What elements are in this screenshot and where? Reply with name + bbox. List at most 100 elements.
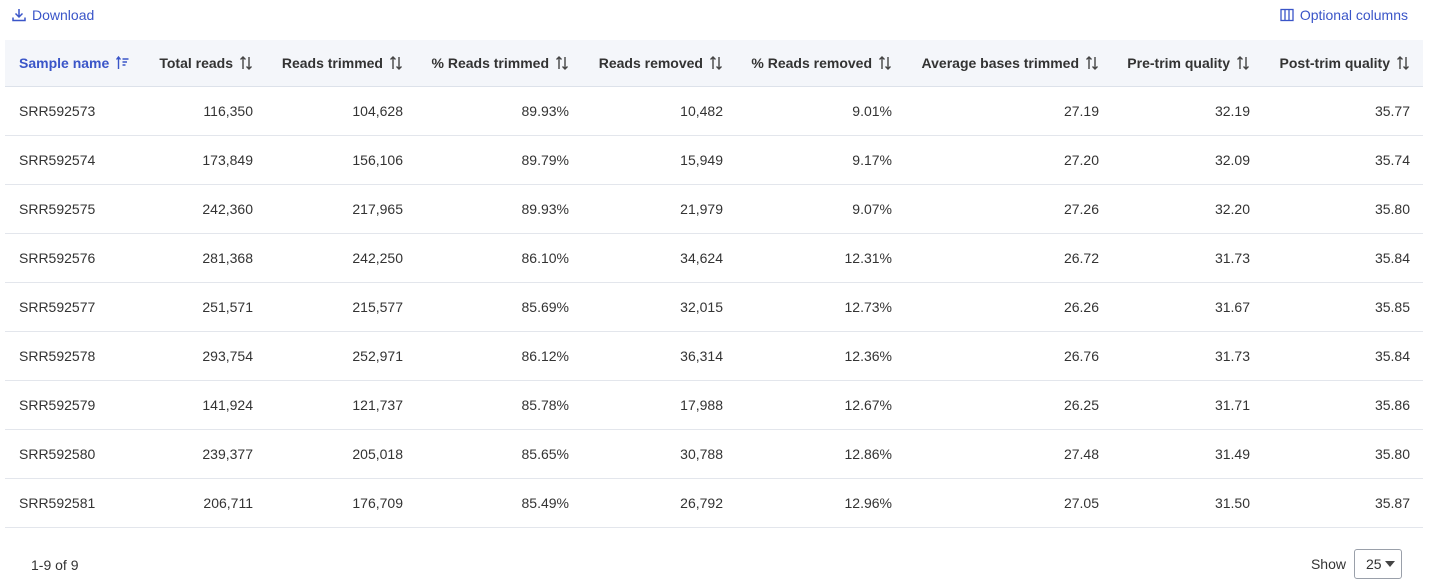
table-cell: 27.05 bbox=[1063, 494, 1099, 511]
table-cell: 215,577 bbox=[352, 298, 403, 315]
table-row: SRR592577 251,571 215,577 85.69% 32,015 12.73… bbox=[5, 282, 1423, 331]
table-cell: 239,377 bbox=[202, 445, 253, 462]
table-cell: 26.26 bbox=[1063, 298, 1099, 315]
table-cell: 32.19 bbox=[1214, 102, 1250, 119]
table-cell: 85.49% bbox=[521, 494, 569, 511]
sort-icon[interactable] bbox=[709, 55, 723, 71]
table-row: SRR592576 281,368 242,250 86.10% 34,624 12.31… bbox=[5, 233, 1423, 282]
column-header-3[interactable]: % Reads trimmed bbox=[416, 40, 582, 87]
column-header-0[interactable]: Sample name bbox=[5, 40, 140, 87]
sort-icon[interactable] bbox=[1396, 55, 1410, 71]
table-row: SRR592573 116,350 104,628 89.93% 10,482 9.01%… bbox=[5, 86, 1423, 135]
sample-name-cell: SRR592575 bbox=[19, 200, 96, 217]
table-cell: 26.76 bbox=[1063, 347, 1099, 364]
column-header-6[interactable]: Average bases trimmed bbox=[905, 40, 1112, 87]
table-cell: 205,018 bbox=[352, 445, 403, 462]
table-cell: 31.49 bbox=[1214, 445, 1250, 462]
download-icon bbox=[12, 8, 26, 22]
table-cell: 89.93% bbox=[521, 102, 569, 119]
sort-icon[interactable] bbox=[1236, 55, 1250, 71]
table-cell: 86.10% bbox=[521, 249, 569, 266]
column-header-content: % Reads removed bbox=[751, 55, 892, 71]
trimming-stats-table: Sample name Total reads Reads trimmed % Rea… bbox=[5, 40, 1423, 528]
table-cell: 21,979 bbox=[680, 200, 723, 217]
table-cell: 85.65% bbox=[521, 445, 569, 462]
column-header-label: Pre-trim quality bbox=[1127, 54, 1230, 71]
table-cell: 15,949 bbox=[680, 151, 723, 168]
column-header-8[interactable]: Post-trim quality bbox=[1263, 40, 1423, 87]
table-cell: 32,015 bbox=[680, 298, 723, 315]
table-cell: 89.93% bbox=[521, 200, 569, 217]
sort-icon[interactable] bbox=[1085, 55, 1099, 71]
column-header-label: Average bases trimmed bbox=[921, 54, 1079, 71]
table-cell: 251,571 bbox=[202, 298, 253, 315]
table-cell: 293,754 bbox=[202, 347, 253, 364]
sample-name-cell: SRR592581 bbox=[19, 494, 96, 511]
column-header-content: Pre-trim quality bbox=[1127, 55, 1250, 71]
table-cell: 242,360 bbox=[202, 200, 253, 217]
column-header-1[interactable]: Total reads bbox=[140, 40, 266, 87]
table-cell: 86.12% bbox=[521, 347, 569, 364]
table-cell: 141,924 bbox=[202, 396, 253, 413]
sample-name-cell: SRR592579 bbox=[19, 396, 96, 413]
table-cell: 85.78% bbox=[521, 396, 569, 413]
table-cell: 89.79% bbox=[521, 151, 569, 168]
table-cell: 17,988 bbox=[680, 396, 723, 413]
sort-icon[interactable] bbox=[555, 55, 569, 71]
sample-name-cell: SRR592573 bbox=[19, 102, 96, 119]
table-cell: 104,628 bbox=[352, 102, 403, 119]
sort-ascending-icon[interactable] bbox=[115, 55, 129, 71]
table-cell: 35.84 bbox=[1374, 249, 1410, 266]
table-cell: 35.85 bbox=[1374, 298, 1410, 315]
page-size-control: Show 25 bbox=[1311, 549, 1402, 579]
table-row: SRR592579 141,924 121,737 85.78% 17,988 12.67… bbox=[5, 380, 1423, 429]
sample-name-cell: SRR592580 bbox=[19, 445, 96, 462]
table-cell: 27.19 bbox=[1063, 102, 1099, 119]
column-header-label: Reads removed bbox=[598, 54, 703, 71]
column-header-2[interactable]: Reads trimmed bbox=[266, 40, 416, 87]
column-header-content: Reads removed bbox=[599, 55, 723, 71]
table-cell: 35.77 bbox=[1374, 102, 1410, 119]
table-cell: 9.01% bbox=[852, 102, 892, 119]
optional-columns-label: Optional columns bbox=[1299, 7, 1408, 23]
table-cell: 31.71 bbox=[1214, 396, 1250, 413]
download-label: Download bbox=[32, 7, 95, 23]
table-row: SRR592578 293,754 252,971 86.12% 36,314 12.36… bbox=[5, 331, 1423, 380]
sort-icon[interactable] bbox=[389, 55, 403, 71]
table-cell: 35.86 bbox=[1374, 396, 1410, 413]
table-cell: 31.73 bbox=[1214, 347, 1250, 364]
pagination-range: 1-9 of 9 bbox=[31, 557, 79, 573]
sample-name-cell: SRR592574 bbox=[19, 151, 96, 168]
table-cell: 27.26 bbox=[1063, 200, 1099, 217]
column-header-label: % Reads trimmed bbox=[431, 54, 549, 71]
table-cell: 35.84 bbox=[1374, 347, 1410, 364]
column-header-5[interactable]: % Reads removed bbox=[736, 40, 905, 87]
column-header-content: Reads trimmed bbox=[282, 55, 403, 71]
column-header-label: Post-trim quality bbox=[1279, 54, 1390, 71]
table-cell: 12.31% bbox=[844, 249, 892, 266]
column-header-content: % Reads trimmed bbox=[432, 55, 569, 71]
table-cell: 85.69% bbox=[521, 298, 569, 315]
table-cell: 121,737 bbox=[352, 396, 403, 413]
column-header-content: Average bases trimmed bbox=[922, 55, 1099, 71]
sort-icon[interactable] bbox=[239, 55, 253, 71]
column-header-4[interactable]: Reads removed bbox=[582, 40, 736, 87]
table-cell: 252,971 bbox=[352, 347, 403, 364]
columns-icon bbox=[1280, 8, 1294, 22]
table-cell: 32.09 bbox=[1214, 151, 1250, 168]
download-button[interactable]: Download bbox=[12, 7, 94, 23]
table-cell: 12.96% bbox=[844, 494, 892, 511]
column-header-label: Reads trimmed bbox=[281, 54, 383, 71]
sort-icon[interactable] bbox=[878, 55, 892, 71]
column-header-7[interactable]: Pre-trim quality bbox=[1112, 40, 1263, 87]
table-cell: 35.87 bbox=[1374, 494, 1410, 511]
table-cell: 35.80 bbox=[1374, 445, 1410, 462]
table-cell: 12.73% bbox=[844, 298, 892, 315]
table-cell: 281,368 bbox=[202, 249, 253, 266]
column-header-content: Post-trim quality bbox=[1280, 55, 1410, 71]
optional-columns-button[interactable]: Optional columns bbox=[1280, 7, 1408, 23]
table-cell: 31.50 bbox=[1214, 494, 1250, 511]
table-row: SRR592574 173,849 156,106 89.79% 15,949 9.17%… bbox=[5, 135, 1423, 184]
page-size-select[interactable]: 25 bbox=[1354, 549, 1402, 579]
table-cell: 31.73 bbox=[1214, 249, 1250, 266]
